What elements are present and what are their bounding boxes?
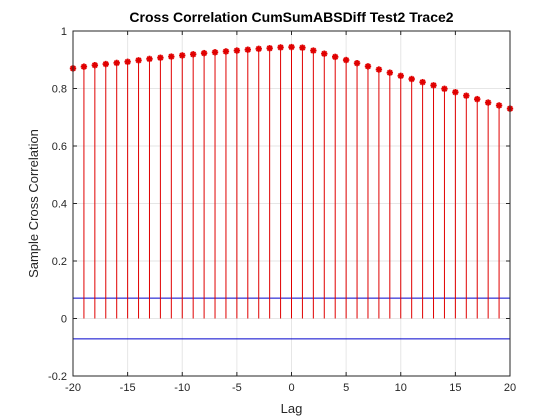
stem-marker: [266, 45, 273, 52]
x-tick-label: -5: [232, 382, 242, 394]
stem-marker: [484, 99, 492, 106]
stem-marker: [375, 66, 383, 73]
stem-marker: [244, 46, 252, 53]
stem-marker: [135, 57, 142, 64]
stem-marker: [408, 75, 415, 83]
stem-marker: [91, 62, 99, 69]
stem-marker: [321, 50, 328, 57]
stem-marker: [474, 95, 481, 103]
y-axis-label: Sample Cross Correlation: [26, 129, 41, 278]
stem-marker: [189, 51, 197, 58]
stem-marker: [364, 63, 372, 70]
stem-marker: [386, 69, 394, 76]
stem-marker: [419, 78, 426, 86]
y-tick-label: 0.8: [52, 84, 67, 96]
stem-marker: [222, 48, 230, 55]
x-tick-label: -10: [174, 382, 190, 394]
stem-marker: [332, 53, 339, 61]
stem-marker: [157, 54, 164, 61]
stem-marker: [146, 55, 153, 63]
x-tick-label: 5: [343, 382, 349, 394]
stem-marker: [200, 49, 208, 57]
stem-marker: [168, 53, 175, 60]
stem-marker: [288, 43, 295, 51]
stem-marker: [113, 59, 120, 67]
y-tick-label: 0.4: [52, 199, 67, 211]
stem-marker: [277, 44, 284, 51]
stem-marker: [179, 52, 186, 59]
stem-marker: [255, 45, 262, 53]
y-axis-ticks: -0.2 0 0.2 0.4 0.6 0.8 1: [48, 26, 510, 383]
stem-series: [69, 43, 514, 319]
stem-marker: [299, 44, 306, 51]
stem-marker: [430, 82, 437, 89]
y-tick-label: 0: [61, 314, 67, 326]
stem-marker: [353, 60, 361, 67]
x-tick-label: 10: [395, 382, 407, 394]
y-tick-label: -0.2: [48, 371, 67, 383]
stem-marker: [80, 63, 88, 70]
chart-title: Cross Correlation CumSumABSDiff Test2 Tr…: [129, 9, 453, 25]
x-tick-label: 20: [504, 382, 516, 394]
stem-marker: [124, 58, 131, 65]
stem-marker: [397, 72, 404, 80]
stem-marker: [441, 85, 448, 92]
x-axis-label: Lag: [281, 401, 303, 416]
x-tick-label: 15: [449, 382, 461, 394]
x-tick-label: -20: [65, 382, 81, 394]
y-tick-label: 1: [61, 26, 67, 38]
stem-marker: [233, 47, 241, 54]
stem-marker: [495, 102, 503, 109]
stem-marker: [102, 60, 109, 68]
stem-marker: [310, 47, 317, 54]
x-axis-ticks: -20 -15 -10 -5 0 5 10 15 20: [65, 31, 516, 394]
x-tick-label: 0: [288, 382, 294, 394]
stem-marker: [463, 92, 470, 99]
stem-marker: [452, 89, 459, 96]
y-tick-label: 0.6: [52, 141, 67, 153]
y-tick-label: 0.2: [52, 256, 67, 268]
stem-marker: [211, 49, 219, 56]
x-tick-label: -15: [120, 382, 136, 394]
stem-marker: [342, 56, 350, 64]
